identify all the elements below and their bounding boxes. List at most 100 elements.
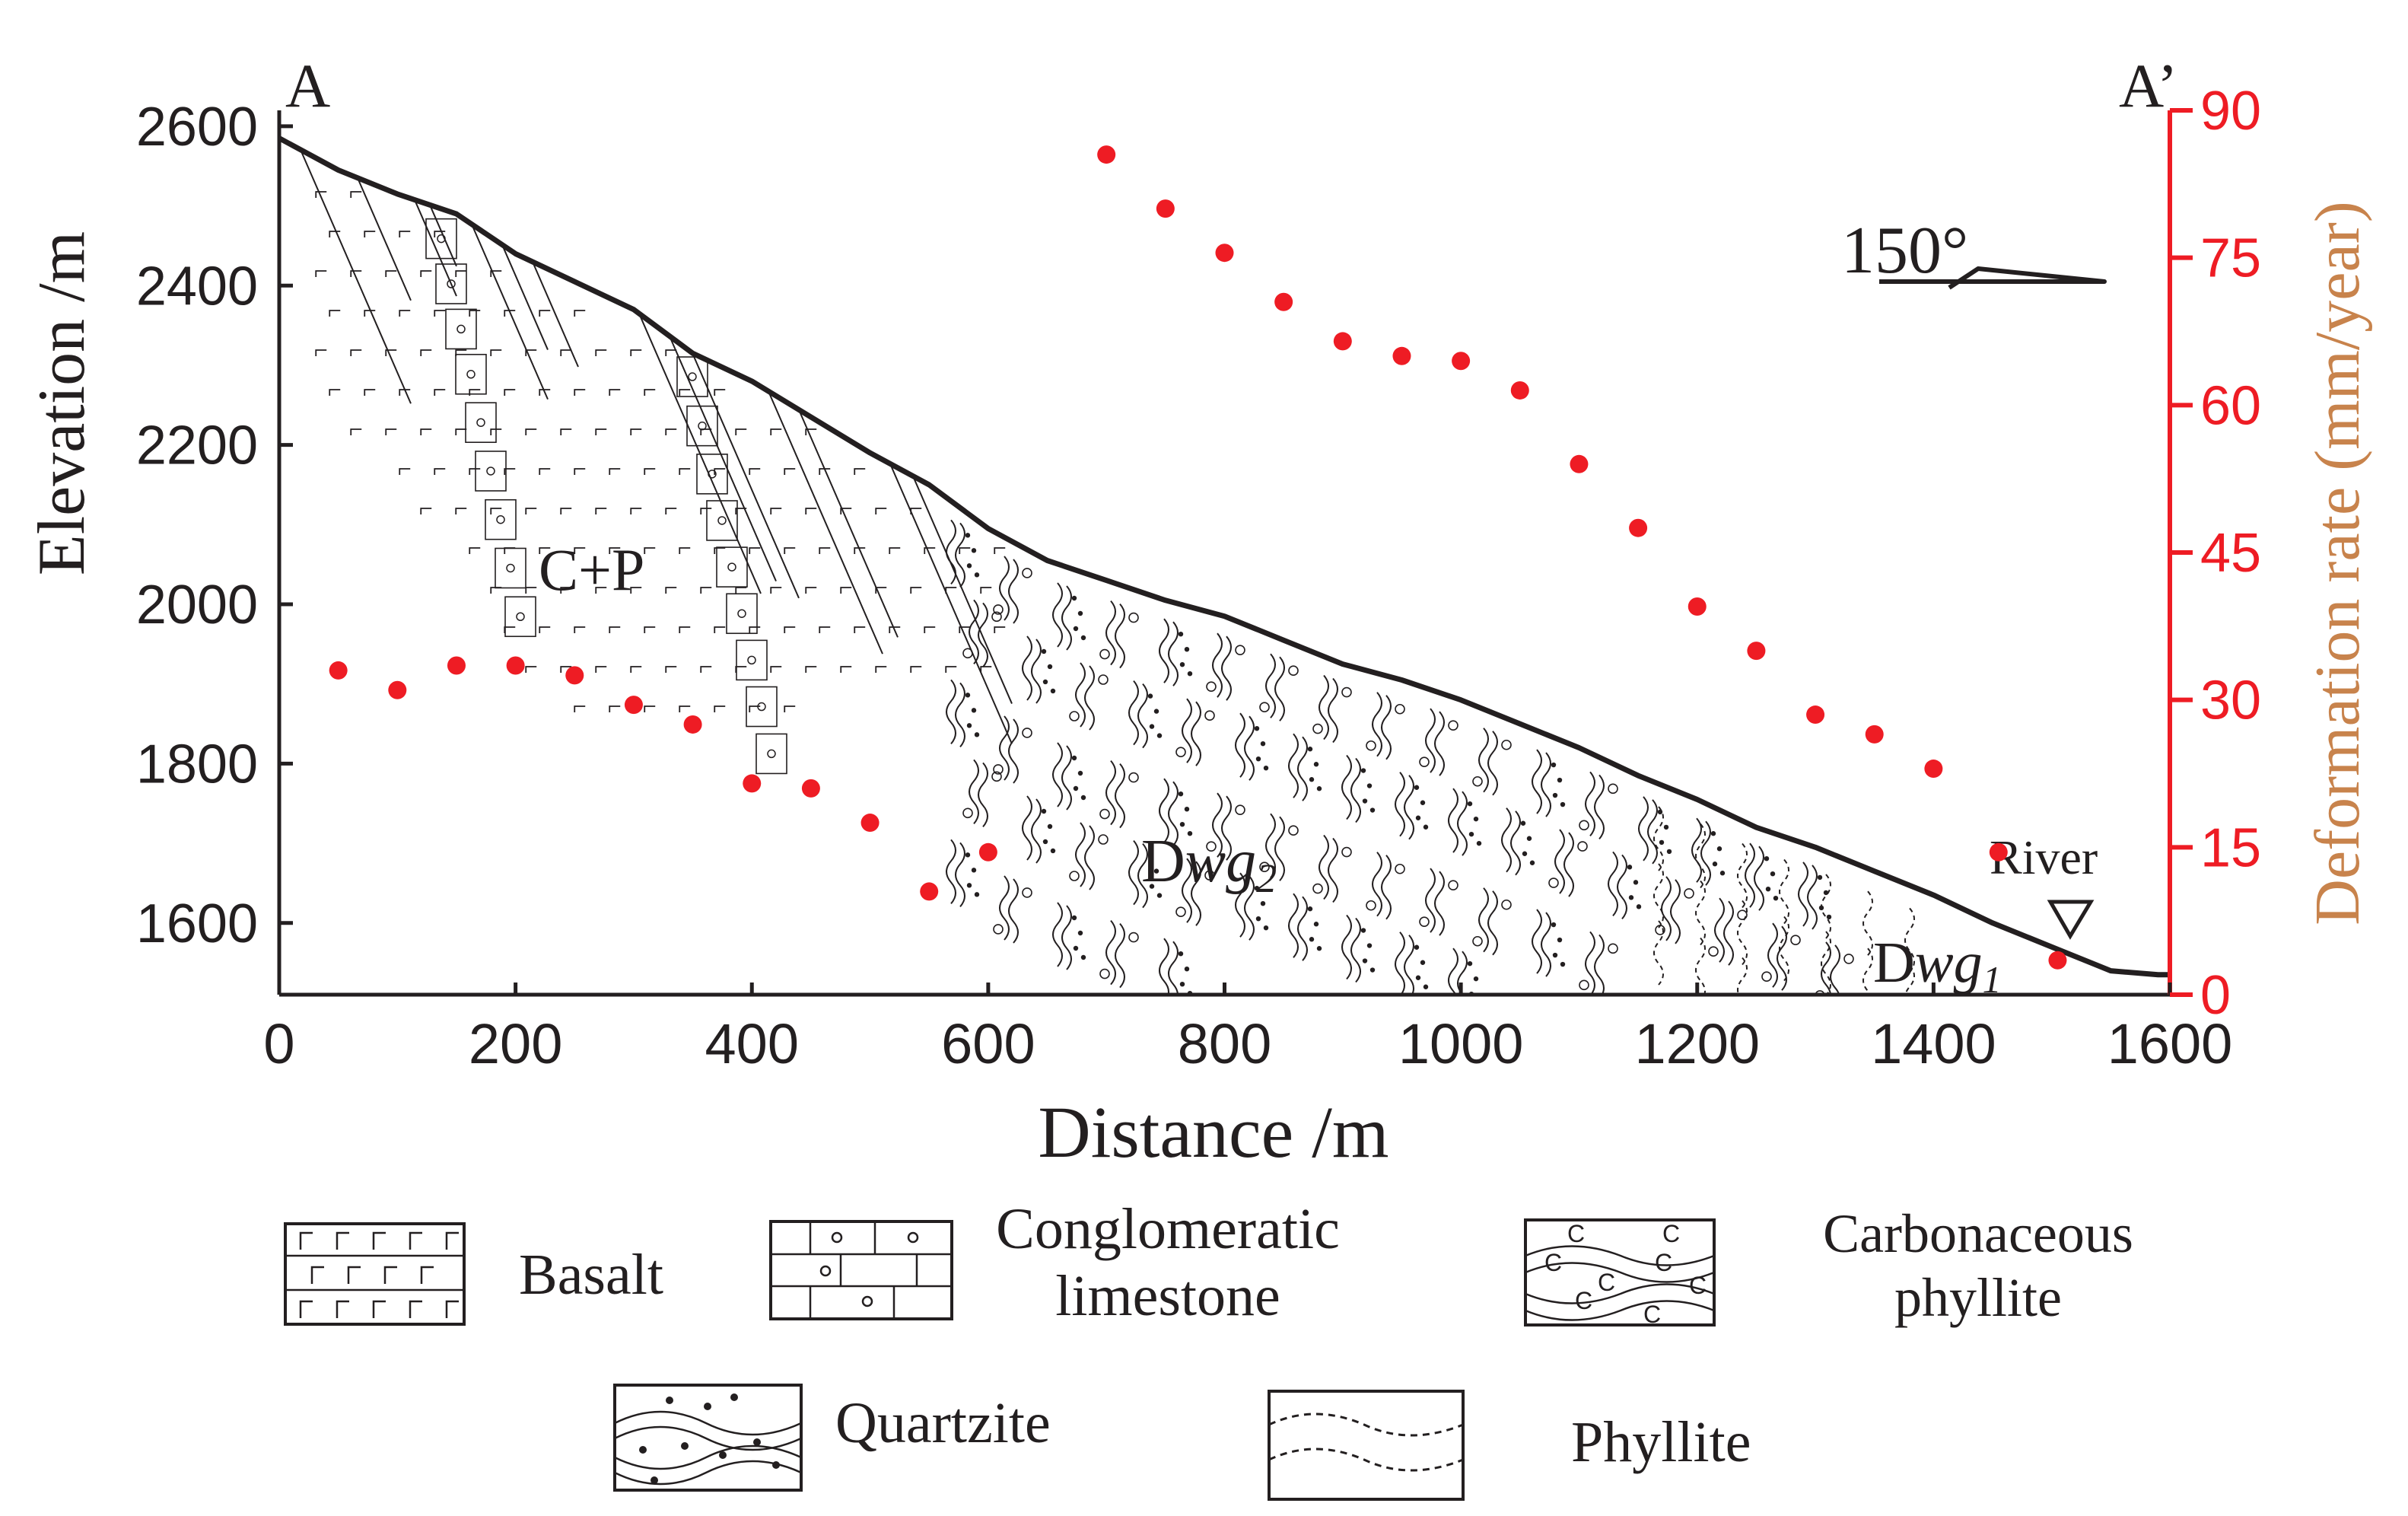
dashed-phyllite-wave — [1695, 880, 1706, 946]
quartzite-grain — [1557, 777, 1563, 783]
legend-pebble — [907, 1231, 919, 1244]
limestone-pebble — [506, 563, 515, 573]
legend-carbon-glyph: C — [1544, 1249, 1562, 1276]
basalt-mark — [560, 349, 572, 356]
carbonaceous-mark — [1341, 686, 1352, 698]
carbonaceous-mark — [1395, 863, 1405, 874]
quartzite-grain — [1628, 895, 1634, 900]
phyllite-wave — [1457, 791, 1468, 856]
carbonaceous-mark — [1204, 710, 1215, 721]
basalt-mark — [889, 547, 901, 554]
basalt-mark — [665, 428, 677, 435]
legend-carbon-glyph: C — [1655, 1249, 1672, 1276]
unit-label-dwg1: Dwg1 — [1873, 931, 2002, 1001]
legend-frame — [769, 1220, 953, 1320]
quartzite-grain — [1149, 724, 1155, 729]
basalt-mark — [539, 626, 551, 633]
basalt-mark — [595, 666, 607, 673]
data-point — [1989, 842, 2008, 862]
legend-carbon-glyph: C — [1689, 1272, 1707, 1299]
legend-basalt-mark — [299, 1300, 313, 1318]
dashed-phyllite-wave — [1821, 874, 1831, 939]
y-axis-ticks: 1600 1800 2000 2200 2400 2600 — [136, 97, 293, 954]
carbonaceous-mark — [1235, 804, 1245, 815]
legend-dashed-wave — [1268, 1448, 1464, 1472]
quartzite-grain — [1551, 762, 1557, 768]
basalt-mark — [644, 626, 656, 633]
legend-label-line: Carbonaceous — [1823, 1203, 2133, 1264]
legend-wave — [614, 1444, 802, 1470]
carbonaceous-mark — [1288, 825, 1299, 836]
quartzite-grain — [966, 723, 972, 728]
phyllite-wave — [1265, 813, 1276, 878]
phyllite-wave — [969, 759, 979, 825]
carbonaceous-mark — [1684, 888, 1694, 899]
basalt-mark — [364, 231, 376, 237]
limestone-pebble — [456, 324, 466, 334]
basalt-mark — [714, 547, 726, 554]
x-tick-label: 800 — [1178, 1012, 1271, 1075]
phyllite-wave — [1798, 862, 1808, 927]
basalt-mark — [749, 705, 761, 712]
quartzite-grain — [1050, 848, 1056, 854]
basalt-mark — [329, 231, 341, 237]
legend-item-basalt: Basalt — [284, 1222, 663, 1326]
carbonaceous-mark — [962, 807, 973, 819]
basalt-mark — [665, 508, 677, 514]
legend-basalt-mark — [336, 1300, 349, 1318]
quartzite-grain — [1362, 798, 1368, 804]
quartzite-grain — [1770, 871, 1776, 877]
basalt-mark — [609, 705, 621, 712]
phyllite-wave — [1691, 817, 1702, 883]
carbonaceous-mark — [1577, 841, 1588, 852]
basalt-mark — [945, 587, 957, 594]
carbonaceous-mark — [1259, 702, 1270, 713]
basalt-mark — [994, 626, 1006, 633]
data-point — [1688, 597, 1707, 616]
limestone-pebble — [466, 370, 476, 379]
basalt-mark — [434, 310, 446, 317]
bedding-line — [471, 224, 549, 400]
x-tick-label: 400 — [705, 1012, 799, 1075]
y-tick-label: 2600 — [136, 97, 258, 158]
legend-swatch-quartzite — [613, 1384, 803, 1492]
data-point — [388, 680, 407, 699]
basalt-mark — [714, 389, 726, 396]
bedding-line — [768, 390, 883, 654]
quartzite-grain — [1080, 635, 1086, 641]
quartzite-grain — [1147, 853, 1153, 858]
basalt-mark — [749, 468, 761, 475]
basalt-mark — [399, 389, 411, 396]
quartzite-grain — [1420, 960, 1426, 965]
data-point — [801, 779, 820, 798]
phyllite-wave — [1084, 665, 1095, 731]
basalt-mark — [700, 508, 712, 514]
basalt-mark — [630, 508, 642, 514]
legend-label-line: phyllite — [1894, 1267, 2062, 1328]
quartzite-grain — [1184, 966, 1190, 972]
phyllite-wave — [1381, 695, 1392, 760]
basalt-mark — [665, 587, 677, 594]
quartzite-grain — [1178, 631, 1184, 637]
basalt-mark — [420, 349, 432, 356]
phyllite-wave — [1008, 559, 1019, 624]
legend-wave — [1525, 1300, 1715, 1321]
phyllite-wave — [999, 556, 1010, 621]
phyllite-wave — [1182, 698, 1192, 763]
data-point — [624, 696, 643, 715]
phyllite-wave — [955, 842, 965, 908]
quartzite-grain — [1369, 807, 1376, 813]
legend-pebble — [819, 1265, 832, 1277]
basalt-mark — [910, 587, 922, 594]
quartzite-grain — [1423, 824, 1429, 830]
x-tick-label: 1200 — [1634, 1012, 1760, 1075]
carbonaceous-mark — [1206, 681, 1217, 692]
phyllite-wave — [1754, 846, 1764, 911]
phyllite-wave — [1830, 944, 1840, 995]
data-point — [2048, 951, 2067, 970]
quartzite-grain — [1042, 679, 1048, 685]
legend-basalt-mark — [409, 1231, 422, 1250]
dashed-phyllite-wave — [1904, 964, 1915, 995]
legend-label-line: Conglomeratic — [996, 1197, 1340, 1261]
